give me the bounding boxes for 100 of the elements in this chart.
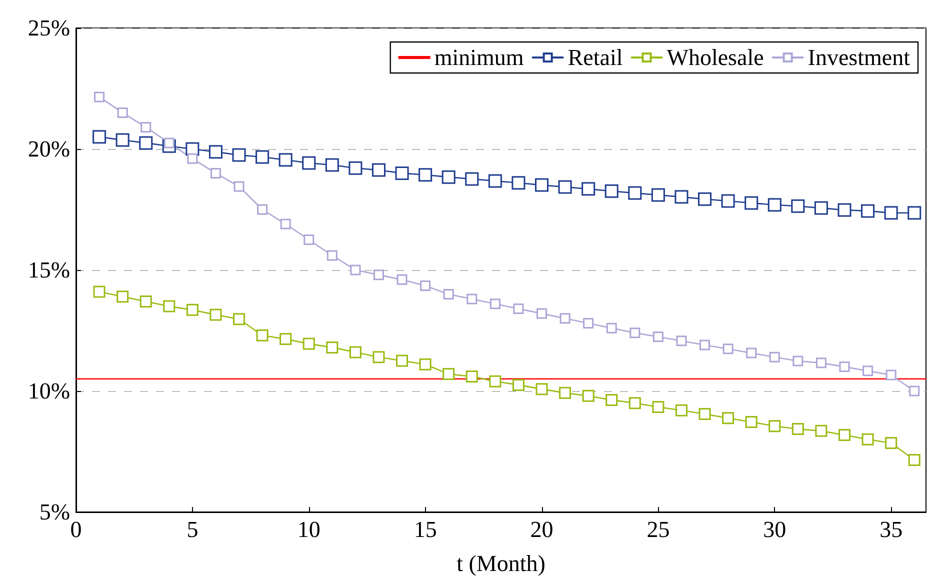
point [442, 368, 455, 380]
point [372, 163, 386, 177]
point [116, 133, 130, 147]
point [140, 122, 152, 132]
point [326, 250, 338, 261]
point [490, 298, 500, 310]
point [909, 386, 920, 396]
point [466, 294, 478, 304]
point [396, 274, 408, 285]
point [675, 404, 688, 416]
point [488, 174, 502, 188]
point [187, 153, 198, 164]
point [769, 352, 780, 362]
point [886, 370, 896, 380]
y-tick-label: 25% [28, 16, 70, 40]
point [815, 424, 828, 437]
point [232, 148, 246, 162]
point [442, 170, 456, 184]
point [606, 322, 617, 334]
point [628, 397, 641, 410]
y-tick-label: 20% [28, 136, 70, 162]
point [744, 196, 758, 210]
point [396, 354, 408, 367]
x-tick-label: 0 [70, 517, 82, 542]
point [208, 145, 222, 159]
point [280, 332, 292, 345]
point [536, 308, 548, 319]
point [466, 370, 478, 382]
point [722, 344, 734, 354]
y-tick-label: 5% [39, 500, 70, 524]
point [395, 166, 409, 180]
point [722, 412, 734, 424]
x-tick-label: 35 [880, 517, 903, 542]
point [652, 400, 664, 413]
point [349, 346, 362, 358]
legend-label: Wholesale [666, 45, 764, 70]
point [908, 206, 922, 220]
x-axis-title: t (Month) [456, 551, 546, 576]
point [443, 288, 454, 300]
legend-label: Retail [568, 45, 623, 70]
point [862, 366, 874, 376]
point [512, 378, 524, 391]
point [604, 184, 618, 198]
point [326, 341, 338, 354]
point [465, 172, 479, 186]
point [420, 280, 431, 291]
x-tick-label: 15 [414, 517, 437, 542]
point [698, 408, 711, 420]
point [792, 356, 804, 366]
point [839, 362, 850, 372]
point [280, 218, 291, 230]
x-tick-label: 30 [763, 517, 786, 542]
point [885, 437, 898, 450]
point [700, 340, 710, 350]
point [186, 304, 198, 316]
point [513, 303, 524, 314]
x-tick-label: 5 [186, 517, 198, 542]
point [372, 351, 385, 364]
point [304, 234, 314, 245]
point [116, 290, 129, 303]
point [163, 300, 176, 312]
point [908, 454, 920, 466]
point [674, 190, 688, 204]
point [256, 150, 270, 164]
point [630, 328, 640, 338]
point [536, 383, 548, 396]
point [862, 433, 874, 446]
point [721, 194, 735, 208]
point [814, 201, 828, 215]
x-tick-label: 20 [530, 517, 554, 542]
point [234, 181, 244, 192]
point [117, 107, 128, 118]
x-tick-label: 10 [297, 517, 320, 542]
point [582, 390, 594, 402]
point [256, 329, 268, 342]
point [582, 182, 596, 196]
point [606, 394, 618, 406]
point [164, 138, 174, 148]
point [768, 420, 781, 432]
point [233, 313, 246, 326]
point [745, 416, 758, 428]
point [92, 130, 106, 144]
point [348, 161, 362, 175]
point [210, 168, 221, 178]
point [560, 313, 570, 324]
point [350, 264, 361, 276]
point [628, 186, 642, 200]
point [139, 136, 153, 150]
point [559, 386, 572, 399]
point [325, 158, 339, 172]
point [791, 199, 805, 213]
point [838, 203, 852, 217]
point [94, 92, 105, 102]
point [140, 295, 152, 308]
point [419, 358, 432, 370]
point [861, 204, 875, 218]
point [838, 429, 850, 442]
y-tick-label: 15% [28, 258, 70, 282]
point [558, 180, 572, 194]
point [302, 338, 315, 350]
